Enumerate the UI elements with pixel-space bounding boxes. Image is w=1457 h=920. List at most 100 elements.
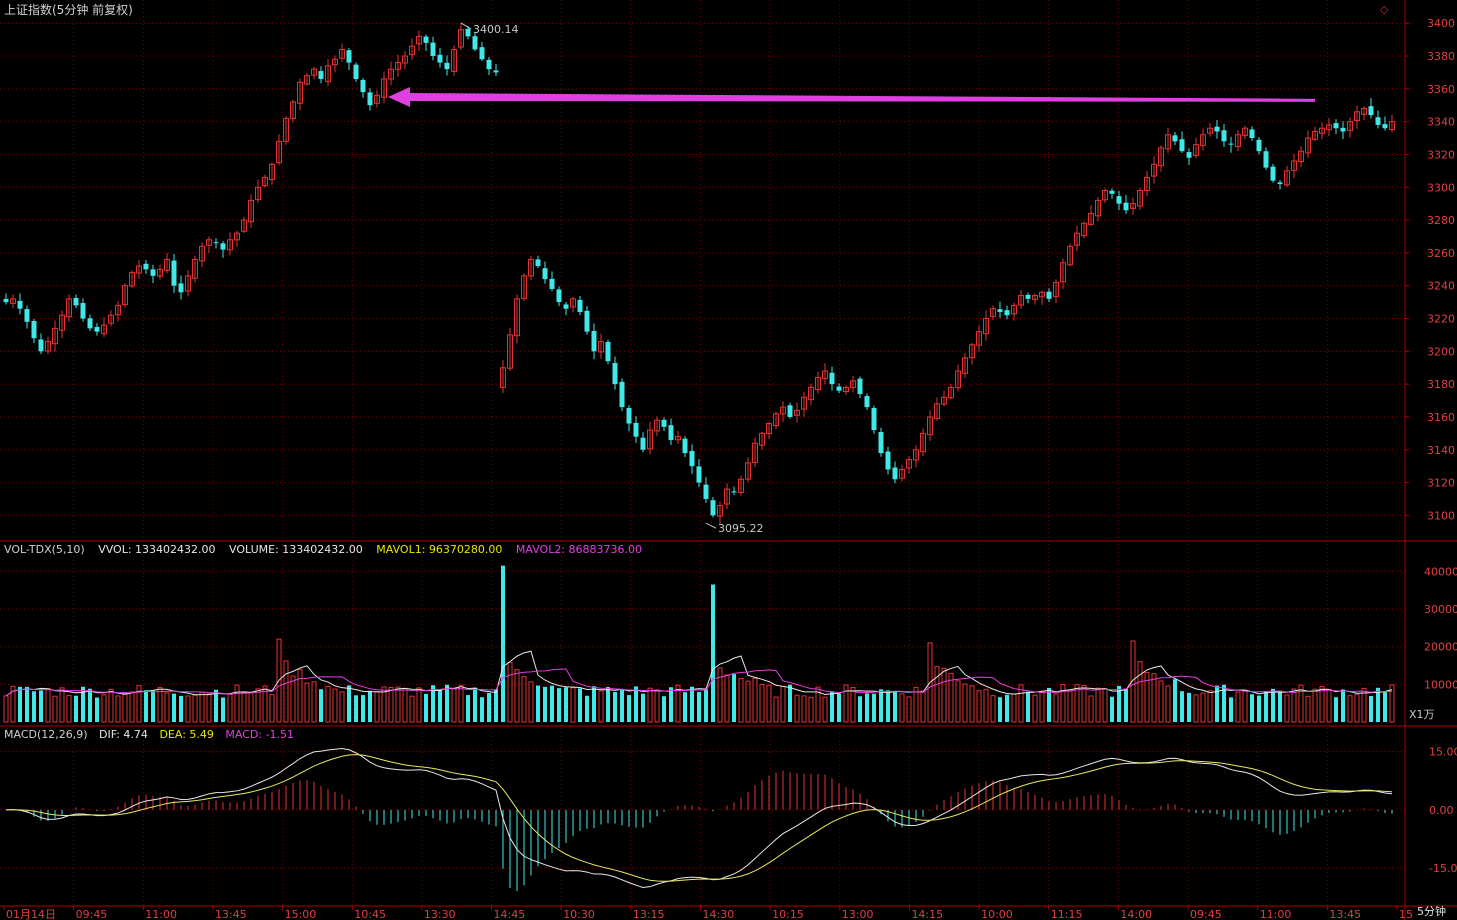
volume-bar [578,688,582,722]
volume-bar [1215,685,1219,722]
volume-bar [1291,688,1297,723]
volume-bar [1081,684,1087,723]
dif-line [5,748,1393,888]
candle-body [1109,190,1115,194]
arrow-shaft [408,93,1315,102]
volume-bar [886,690,890,722]
candle-body [1130,203,1136,209]
volume-bar [759,683,765,723]
volume-bar [1341,689,1345,722]
volume-bar [893,691,897,722]
volume-bar [1319,686,1325,723]
volume-bar [1088,695,1094,723]
candle-body [563,304,569,309]
volume-bar [52,695,58,723]
volume-bar [1032,694,1038,723]
candle-body [1144,176,1150,192]
volume-bar [151,690,155,722]
volume-bar [872,693,876,722]
period-label[interactable]: 5分钟 [1417,905,1446,918]
candle-body [983,318,989,335]
x-axis-label: 01月14日 [6,908,56,920]
volume-bar [241,692,247,723]
candle-body [836,386,842,391]
volume-bar [304,682,310,723]
volume-bar [1026,691,1030,722]
candle-body [395,62,401,70]
candle-body [465,28,471,37]
candle-body [668,425,674,440]
candle-body [829,372,835,385]
candle-body [283,117,289,142]
candle-body [360,79,366,93]
volume-bar [347,685,351,722]
volume-bar [717,667,723,723]
candle-body [941,396,947,405]
volume-bar [74,695,78,722]
volume-bar [10,685,16,723]
candle-body [52,327,58,345]
diamond-outline-icon[interactable]: ◇ [1380,3,1389,16]
candle-body [1179,139,1185,152]
volume-bar [521,676,527,723]
volume-bar [592,686,596,722]
volume-indicator-name: VOL-TDX(5,10) [4,543,85,556]
volume-bar [39,690,43,722]
candle-body [1207,127,1213,134]
volume-indicator-bar: VOL-TDX(5,10) VVOL: 133402432.00 VOLUME:… [4,543,642,557]
candle-body [213,242,219,244]
candle-body [675,436,681,441]
volume-bar [1383,691,1387,722]
candle-body [1361,108,1367,115]
low-annotation-label: 3095.22 [718,522,764,535]
volume-bar [690,686,694,722]
price-tick-label: 3140 [1427,444,1455,457]
volume-bar [934,666,940,723]
candle-body [416,35,422,45]
candle-body [402,55,408,64]
candle-body [269,163,275,180]
volume-bar [445,684,449,722]
x-axis-label: 13:45 [1329,908,1361,920]
volume-bar [1369,695,1373,722]
candle-body [1284,170,1290,186]
candle-body [241,219,247,232]
candle-body [178,283,184,293]
volume-bar [669,687,673,722]
candle-body [850,380,856,388]
mavol2-line [5,668,1393,697]
candle-body [164,258,170,272]
volume-bar [927,642,933,723]
volume-bar [88,688,92,722]
volume-bar [438,689,442,722]
x-axis-label: 13:45 [215,908,247,920]
candle-body [1249,129,1255,139]
volume-bar [1271,688,1275,722]
candle-body [633,422,639,437]
candle-body [864,396,870,408]
candle-body [682,438,688,454]
volume-tick-label: 30000 [1424,603,1457,616]
candle-body [584,310,590,332]
volume-bar [402,687,408,723]
volume-bar [164,692,170,723]
x-axis-label: 13:30 [424,908,456,920]
volume-bar [1278,690,1282,722]
candle-body [535,259,541,267]
volume-bar [606,686,610,722]
volume-bar [361,695,365,722]
volume-bar [788,684,792,722]
candle-body [367,92,373,106]
candle-body [332,58,338,66]
macd-tick-label: -15.00 [1429,862,1457,875]
candle-body [290,101,296,119]
volume-bar [858,696,862,722]
price-tick-label: 3260 [1427,247,1455,260]
macd-tick-label: 15.00 [1429,746,1457,759]
candle-body [3,298,9,303]
candle-body [787,405,793,417]
mavol1-line [5,650,1393,697]
candle-body [493,70,499,73]
x-axis-label: 13:15 [633,908,665,920]
volume-bar [480,697,484,722]
